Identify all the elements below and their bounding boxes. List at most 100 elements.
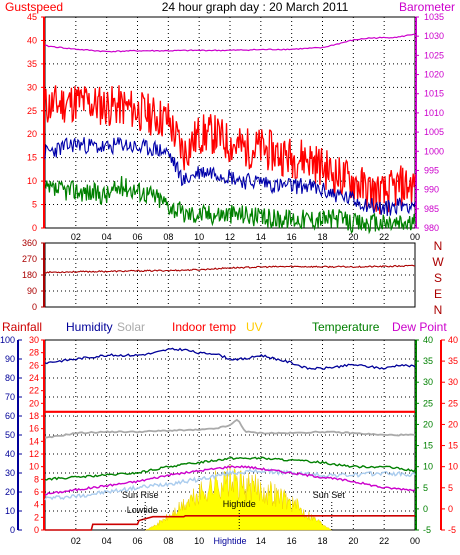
barometer-label: Barometer (399, 0, 455, 14)
humidity-tick-label: 80 (5, 373, 15, 383)
baro-tick-label: 995 (424, 165, 439, 175)
climate-x-tick-label: 08 (163, 536, 173, 546)
temperature-tick-label: 15 (423, 441, 433, 451)
temperature-tick-label: 40 (423, 335, 433, 345)
wind-x-tick-label: 14 (256, 232, 266, 242)
dewpoint-tick-label: 0 (448, 504, 453, 514)
wind-low-series (44, 176, 416, 235)
solar-tick-label: 6 (34, 487, 39, 497)
legend-item: Dew Point (392, 320, 447, 334)
wind-x-tick-label: 08 (163, 232, 173, 242)
legend-item: UV (246, 320, 263, 334)
baro-tick-label: 990 (424, 185, 439, 195)
dewpoint-tick-label: -5 (448, 525, 456, 535)
temperature-tick-label: 35 (423, 356, 433, 366)
sunrise-annotation: Sun Rise (122, 490, 159, 500)
humidity-tick-label: 30 (5, 468, 15, 478)
temperature-tick-label: 25 (423, 398, 433, 408)
dewpoint-tick-label: 35 (448, 356, 458, 366)
temperature-tick-label: 0 (423, 504, 428, 514)
gust-tick-label: 15 (27, 153, 37, 163)
baro-tick-label: 985 (424, 204, 439, 214)
rainfall-series (45, 514, 415, 531)
humidity-tick-label: 40 (5, 449, 15, 459)
direction-tick-label: 90 (27, 286, 37, 296)
legend-item: Humidity (66, 320, 113, 334)
baro-tick-label: 1015 (424, 89, 444, 99)
humidity-tick-label: 60 (5, 411, 15, 421)
wind-x-tick-label: 12 (225, 232, 235, 242)
solar-tick-label: 0 (34, 525, 39, 535)
temperature-tick-label: 20 (423, 419, 433, 429)
gust-tick-label: 35 (27, 59, 37, 69)
gust-tick-label: 0 (32, 223, 37, 233)
climate-x-tick-label: 14 (256, 536, 266, 546)
humidity-tick-label: 0 (10, 525, 15, 535)
solar-tick-label: 8 (34, 474, 39, 484)
baro-tick-label: 1030 (424, 31, 444, 41)
dewpoint-tick-label: 25 (448, 398, 458, 408)
gust-tick-label: 45 (27, 12, 37, 22)
climate-x-tick-label: 02 (71, 536, 81, 546)
dewpoint-tick-label: 40 (448, 335, 458, 345)
climate-x-tick-label: 00 (410, 536, 420, 546)
humidity-tick-label: 100 (0, 335, 15, 345)
gust-tick-label: 10 (27, 176, 37, 186)
legend-item: Temperature (312, 320, 380, 334)
gustspeed-series (44, 85, 416, 215)
humidity-tick-label: 20 (5, 487, 15, 497)
climate-x-tick-label: Hightide (213, 536, 246, 546)
solar-series (44, 418, 416, 439)
climate-x-tick-label: 06 (132, 536, 142, 546)
climate-x-tick-label: 16 (287, 536, 297, 546)
compass-label: S (434, 271, 442, 285)
wind-x-tick-label: 16 (287, 232, 297, 242)
temperature-tick-label: 5 (423, 483, 428, 493)
climate-x-tick-label: 10 (194, 536, 204, 546)
direction-tick-label: 270 (22, 254, 37, 264)
solar-tick-label: 20 (29, 398, 39, 408)
solar-tick-label: 12 (29, 449, 39, 459)
direction-tick-label: 0 (32, 302, 37, 312)
climate-x-tick-label: 20 (348, 536, 358, 546)
gust-tick-label: 30 (27, 82, 37, 92)
baro-tick-label: 1000 (424, 146, 444, 156)
compass-label: E (434, 287, 442, 301)
baro-tick-label: 1025 (424, 50, 444, 60)
solar-tick-label: 4 (34, 500, 39, 510)
legend-item: Rainfall (2, 320, 42, 334)
windspeed-series (44, 137, 416, 216)
solar-tick-label: 10 (29, 462, 39, 472)
wind-x-tick-label: 10 (194, 232, 204, 242)
humidity-tick-label: 50 (5, 430, 15, 440)
uv-area (145, 464, 333, 531)
apparent-temp-series (44, 467, 416, 501)
humidity-tick-label: 10 (5, 506, 15, 516)
solar-tick-label: 22 (29, 386, 39, 396)
climate-x-tick-label: 04 (102, 536, 112, 546)
temperature-tick-label: -5 (423, 525, 431, 535)
gust-tick-label: 40 (27, 35, 37, 45)
legend-item: Indoor temp (172, 320, 236, 334)
gust-tick-label: 25 (27, 106, 37, 116)
wind-x-tick-label: 04 (102, 232, 112, 242)
dewpoint-tick-label: 5 (448, 483, 453, 493)
temperature-tick-label: 30 (423, 377, 433, 387)
graph-title: 24 hour graph day : 20 March 2011 (162, 0, 349, 14)
temperature-tick-label: 10 (423, 462, 433, 472)
baro-tick-label: 1035 (424, 12, 444, 22)
solar-tick-label: 26 (29, 360, 39, 370)
compass-label: W (432, 255, 444, 269)
solar-tick-label: 28 (29, 348, 39, 358)
hightide-annotation: Hightide (223, 499, 256, 509)
compass-label: N (434, 239, 443, 253)
climate-x-tick-label: 22 (379, 536, 389, 546)
solar-tick-label: 14 (29, 436, 39, 446)
wind-direction-series (44, 264, 416, 274)
solar-tick-label: 30 (29, 335, 39, 345)
gust-tick-label: 20 (27, 129, 37, 139)
climate-x-tick-label: 18 (317, 536, 327, 546)
gust-tick-label: 5 (32, 200, 37, 210)
solar-tick-label: 18 (29, 411, 39, 421)
